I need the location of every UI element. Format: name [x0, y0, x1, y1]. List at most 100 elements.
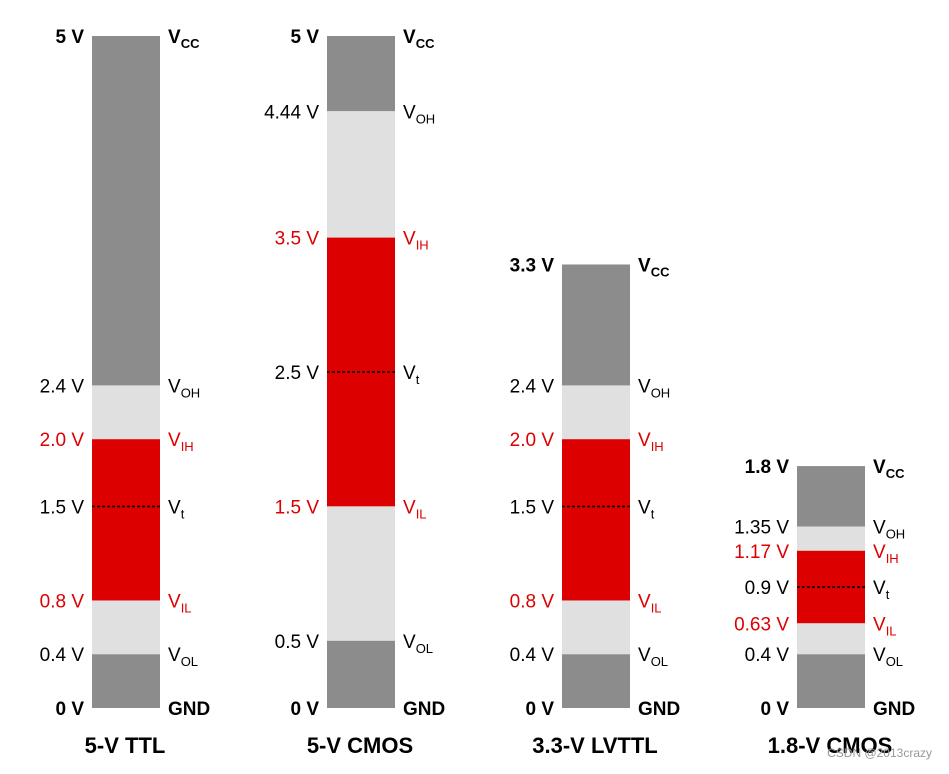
- level-value-label: 5 V: [55, 27, 84, 48]
- level-value-label: 0 V: [525, 699, 554, 720]
- level-value-label: 0.63 V: [734, 614, 789, 635]
- level-name-subscript: IL: [416, 506, 427, 521]
- band-high-margin: [327, 111, 395, 238]
- level-name-label: VOH: [873, 518, 905, 542]
- level-name-subscript: CC: [181, 36, 200, 51]
- level-name-label: Vt: [873, 578, 890, 602]
- level-value-label: 5 V: [290, 27, 319, 48]
- level-name-label: VIL: [873, 614, 897, 638]
- level-name-subscript: OL: [886, 654, 903, 669]
- level-value-label: 1.5 V: [40, 497, 85, 518]
- band-indeterminate: [562, 439, 630, 601]
- level-name-subscript: t: [181, 506, 185, 521]
- diagram-title: 1.8-V CMOS: [768, 733, 893, 758]
- level-name-subscript: IH: [181, 439, 194, 454]
- band-low-margin: [327, 506, 395, 641]
- level-value-label: 0.8 V: [510, 591, 555, 612]
- level-name-subscript: OH: [651, 385, 671, 400]
- band-output-high: [92, 36, 160, 386]
- diagram-title: 5-V CMOS: [307, 733, 413, 758]
- level-name-label: VCC: [168, 27, 200, 51]
- level-name-subscript: IL: [886, 623, 897, 638]
- level-value-label: 1.17 V: [734, 542, 789, 563]
- watermark: CSDN @2013crazy: [827, 746, 932, 760]
- level-name-label: VOL: [168, 645, 198, 669]
- level-value-label: 2.0 V: [510, 430, 555, 451]
- level-name-subscript: IL: [181, 600, 192, 615]
- level-name-label: VOL: [638, 645, 668, 669]
- level-name-label: VCC: [403, 27, 435, 51]
- level-name-subscript: CC: [651, 264, 670, 279]
- level-name-subscript: t: [886, 587, 890, 602]
- level-name-label: VCC: [873, 457, 905, 481]
- level-value-label: 0.4 V: [40, 645, 85, 666]
- level-name-subscript: t: [416, 372, 420, 387]
- level-name-label: GND: [168, 699, 210, 720]
- level-value-label: 2.0 V: [40, 430, 85, 451]
- level-value-label: 0.5 V: [275, 632, 320, 653]
- level-name-label: Vt: [638, 497, 655, 521]
- band-high-margin: [92, 385, 160, 440]
- band-low-margin: [797, 623, 865, 655]
- level-name-subscript: IH: [416, 238, 429, 253]
- level-value-label: 0 V: [55, 699, 84, 720]
- level-name-label: VIH: [638, 430, 664, 454]
- level-value-label: 0 V: [290, 699, 319, 720]
- level-value-label: 0 V: [760, 699, 789, 720]
- level-name-subscript: IH: [651, 439, 664, 454]
- level-name-subscript: IH: [886, 551, 899, 566]
- band-high-margin: [562, 385, 630, 440]
- diagram-title: 3.3-V LVTTL: [532, 733, 658, 758]
- level-value-label: 0.9 V: [745, 578, 790, 599]
- band-high-margin: [797, 526, 865, 551]
- level-name-label: GND: [873, 699, 915, 720]
- band-output-low: [562, 654, 630, 708]
- level-value-label: 3.5 V: [275, 229, 320, 250]
- diagram-ttl5: 5 V VCC 2.4 V VOH 2.0 V VIH 1.5 V Vt 0.8 V VIL 0.4…: [40, 27, 211, 758]
- level-name-label: VIL: [638, 591, 662, 615]
- level-name-subscript: OH: [886, 527, 906, 542]
- level-value-label: 1.5 V: [275, 497, 320, 518]
- band-low-margin: [92, 600, 160, 655]
- level-value-label: 4.44 V: [264, 102, 319, 123]
- level-name-subscript: OH: [181, 385, 201, 400]
- band-output-high: [327, 36, 395, 112]
- level-value-label: 0.8 V: [40, 591, 85, 612]
- band-output-low: [92, 654, 160, 708]
- diagram-lvttl33: 3.3 V VCC 2.4 V VOH 2.0 V VIH 1.5 V Vt 0.8 V VIL 0…: [510, 255, 681, 758]
- level-name-label: VOH: [638, 376, 670, 400]
- level-value-label: 1.5 V: [510, 497, 555, 518]
- level-value-label: 2.5 V: [275, 363, 320, 384]
- band-output-low: [797, 654, 865, 708]
- level-name-subscript: CC: [416, 36, 435, 51]
- level-name-label: VOH: [403, 102, 435, 126]
- level-name-label: VIL: [403, 497, 427, 521]
- band-indeterminate: [92, 439, 160, 601]
- band-output-high: [562, 264, 630, 386]
- band-output-low: [327, 640, 395, 708]
- diagram-title: 5-V TTL: [85, 733, 166, 758]
- level-value-label: 0.4 V: [510, 645, 555, 666]
- level-value-label: 0.4 V: [745, 645, 790, 666]
- level-name-label: GND: [403, 699, 445, 720]
- diagram-cmos18: 1.8 V VCC 1.35 V VOH 1.17 V VIH 0.9 V Vt 0.63 V V…: [734, 457, 915, 758]
- level-value-label: 1.35 V: [734, 518, 789, 539]
- level-name-subscript: OL: [181, 654, 198, 669]
- level-name-label: Vt: [403, 363, 420, 387]
- level-name-label: VIL: [168, 591, 192, 615]
- level-name-label: Vt: [168, 497, 185, 521]
- level-name-subscript: OL: [416, 641, 433, 656]
- level-name-subscript: OL: [651, 654, 668, 669]
- level-name-label: VIH: [168, 430, 194, 454]
- level-name-label: VIH: [873, 542, 899, 566]
- level-value-label: 2.4 V: [40, 376, 85, 397]
- diagram-cmos5: 5 V VCC 4.44 V VOH 3.5 V VIH 2.5 V Vt 1.5 V VIL 0.…: [264, 27, 445, 758]
- level-name-subscript: t: [651, 506, 655, 521]
- level-name-subscript: CC: [886, 466, 905, 481]
- level-value-label: 3.3 V: [510, 255, 555, 276]
- level-value-label: 2.4 V: [510, 376, 555, 397]
- band-output-high: [797, 466, 865, 527]
- band-low-margin: [562, 600, 630, 655]
